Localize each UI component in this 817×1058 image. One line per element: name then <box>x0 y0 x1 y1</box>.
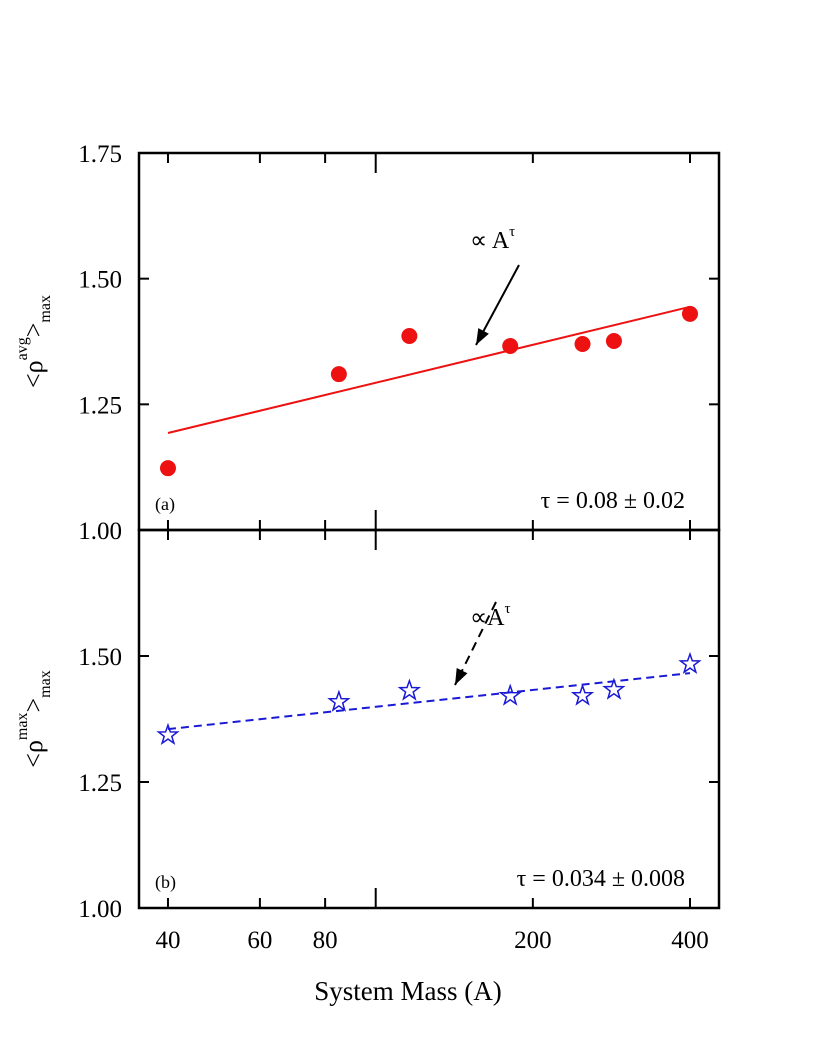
annotation-main: ∝ A <box>470 228 510 254</box>
y-label-sub: max <box>37 670 54 698</box>
y-tick-label: 1.50 <box>78 644 122 671</box>
data-point <box>327 689 351 712</box>
y-tick-label: 1.75 <box>78 141 122 168</box>
y-label-sup: avg <box>14 337 31 360</box>
y-tick-label: 1.25 <box>78 770 122 797</box>
arrow-head <box>455 667 468 685</box>
plot-frame <box>137 151 721 532</box>
y-label-sup: max <box>14 713 31 741</box>
y-axis-label: <ρavg>max <box>14 295 54 388</box>
panel-label: (b) <box>155 872 176 893</box>
y-tick-label: 1.50 <box>78 267 122 294</box>
annotation: ∝Aτ <box>470 601 511 631</box>
data-point <box>570 683 595 706</box>
data-point <box>330 366 347 383</box>
arrow-head <box>476 328 489 345</box>
x-tick-label: 80 <box>313 927 338 954</box>
y-label-open: <ρ <box>19 740 48 768</box>
y-label-close: > <box>19 698 48 713</box>
data-point <box>401 327 418 344</box>
x-tick-label: 60 <box>247 927 272 954</box>
data-point <box>397 678 422 701</box>
plot-frame <box>137 528 721 910</box>
y-tick-label: 1.00 <box>78 518 122 545</box>
y-tick-label: 1.25 <box>78 392 122 419</box>
data-point <box>159 460 176 477</box>
x-axis-label: System Mass (A) <box>314 976 502 1006</box>
y-axis-label: <ρmax>max <box>14 670 54 767</box>
data-point <box>605 332 622 349</box>
y-label-open: <ρ <box>19 360 48 388</box>
panel-label: (a) <box>155 494 175 515</box>
y-label-close: > <box>19 323 48 338</box>
annotation-sup: τ <box>509 224 515 240</box>
fit-text: τ = 0.08 ± 0.02 <box>541 488 685 514</box>
data-point <box>574 336 591 353</box>
x-tick-label: 40 <box>155 927 180 954</box>
x-tick-label: 200 <box>514 927 552 954</box>
annotation-sup: τ <box>504 601 510 617</box>
annotation: ∝ Aτ <box>470 224 515 254</box>
data-point <box>602 677 626 700</box>
y-label-sub: max <box>37 295 54 323</box>
data-point <box>681 305 698 322</box>
y-tick-label: 1.00 <box>78 896 122 923</box>
data-point <box>678 651 702 675</box>
fit-text: τ = 0.034 ± 0.008 <box>517 866 685 892</box>
data-point <box>498 683 522 706</box>
data-point <box>156 722 180 746</box>
fit-line <box>167 305 691 434</box>
x-tick-label: 400 <box>671 927 709 954</box>
fit-line <box>167 672 691 731</box>
